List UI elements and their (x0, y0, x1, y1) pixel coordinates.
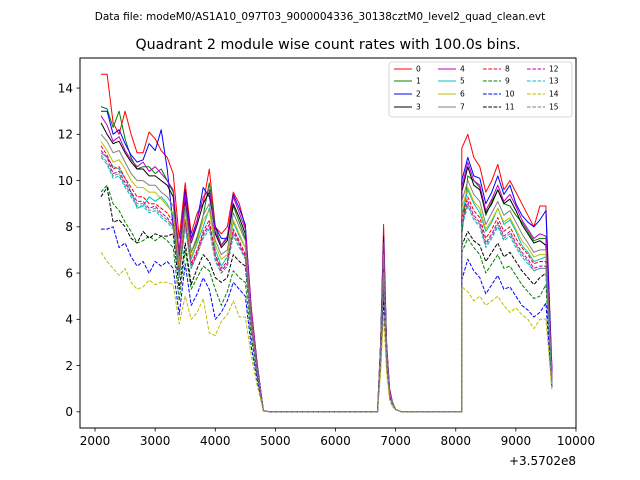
x-tick-label: 5000 (260, 434, 291, 448)
legend-label-7: 7 (460, 103, 465, 112)
legend-label-0: 0 (416, 65, 421, 74)
y-tick-label: 0 (65, 405, 73, 419)
chart-title: Quadrant 2 module wise count rates with … (135, 37, 520, 53)
x-tick-label: 4000 (200, 434, 231, 448)
x-tick-label: 2000 (80, 434, 111, 448)
y-axis: 0 2 4 6 8 10 12 14 (58, 81, 80, 419)
y-tick-label: 12 (58, 128, 73, 142)
legend-label-5: 5 (460, 77, 465, 86)
legend-label-15: 15 (549, 103, 559, 112)
legend-label-10: 10 (505, 90, 515, 99)
x-axis: 2000 3000 4000 5000 6000 7000 8000 9000 10000 (80, 428, 595, 448)
x-tick-label: 9000 (501, 434, 532, 448)
series-line-7 (100, 133, 553, 413)
series-line-1 (100, 106, 553, 413)
legend-label-11: 11 (505, 103, 515, 112)
series-line-14 (100, 252, 553, 413)
legend-frame (388, 61, 573, 118)
y-tick-label: 4 (65, 313, 73, 327)
y-tick-label: 6 (65, 266, 73, 280)
legend-label-12: 12 (549, 65, 559, 74)
y-tick-label: 2 (65, 359, 73, 373)
y-tick-label: 14 (58, 81, 73, 95)
legend-label-2: 2 (416, 90, 421, 99)
x-tick-label: 3000 (140, 434, 171, 448)
legend-label-4: 4 (460, 65, 465, 74)
legend-label-8: 8 (505, 65, 510, 74)
x-tick-label: 6000 (320, 434, 351, 448)
y-tick-label: 10 (58, 174, 73, 188)
legend-label-9: 9 (505, 77, 510, 86)
legend-label-13: 13 (549, 77, 559, 86)
x-tick-label: 10000 (557, 434, 595, 448)
series-line-15 (100, 154, 553, 413)
series-line-2 (101, 110, 553, 413)
x-tick-label: 7000 (380, 434, 411, 448)
y-tick-label: 8 (65, 220, 73, 234)
data-file-label: Data file: modeM0/AS1A10_097T03_90000043… (95, 11, 546, 23)
legend-label-1: 1 (416, 77, 421, 86)
legend-label-6: 6 (460, 90, 465, 99)
legend-label-3: 3 (416, 103, 421, 112)
x-offset-label: +3.5702e8 (509, 454, 576, 468)
series-layer (100, 73, 553, 413)
series-line-10 (101, 226, 553, 413)
x-tick-label: 8000 (440, 434, 471, 448)
series-line-5 (100, 152, 553, 413)
legend-label-14: 14 (549, 90, 559, 99)
series-line-12 (100, 150, 553, 413)
plot-area-frame (79, 57, 577, 429)
